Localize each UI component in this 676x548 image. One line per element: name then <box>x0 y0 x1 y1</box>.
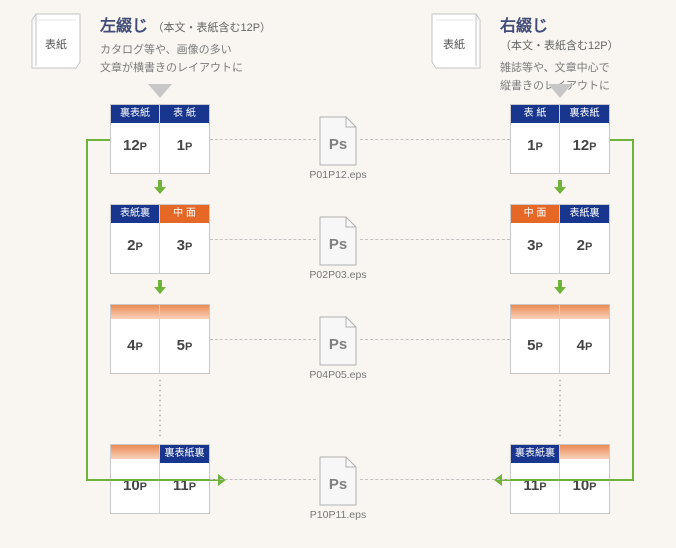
page-half: 裏表紙 12P <box>560 105 609 173</box>
page-half: 4P <box>111 305 160 373</box>
file-label: P01P12.eps <box>288 169 388 181</box>
left-title: 左綴じ <box>100 18 148 35</box>
connector-dash <box>360 139 510 140</box>
page-half: 5P <box>511 305 560 373</box>
svg-text:Ps: Ps <box>329 476 347 493</box>
right-desc: 雑誌等や、文章中心で 縦書きのレイアウトに <box>500 60 670 95</box>
spread: 裏表紙 12P表 紙 1P <box>110 104 210 174</box>
arrow-down-icon <box>154 180 166 194</box>
page-tag: 裏表紙 <box>111 105 159 123</box>
page-number: 12P <box>560 137 609 154</box>
arrow-tip-icon <box>494 474 502 486</box>
page-tag: 中 面 <box>511 205 559 223</box>
feedback-line <box>86 139 110 141</box>
feedback-line <box>86 139 88 479</box>
page-tag: 裏表紙裏 <box>511 445 559 463</box>
left-desc: カタログ等や、画像の多い 文章が横書きのレイアウトに <box>100 42 290 77</box>
right-header: 右綴じ （本文・表紙含む12P） 雑誌等や、文章中心で 縦書きのレイアウトに <box>500 12 670 95</box>
arrow-down-icon <box>154 280 166 294</box>
page-tag: 表紙裏 <box>111 205 159 223</box>
page-half: 5P <box>160 305 209 373</box>
page-gradient <box>111 445 159 459</box>
connector-dash <box>210 339 316 340</box>
page-number: 2P <box>111 237 159 254</box>
page-number: 2P <box>560 237 609 254</box>
right-subtitle: （本文・表紙含む12P） <box>500 40 619 52</box>
page-number: 5P <box>511 337 559 354</box>
feedback-line <box>498 479 634 481</box>
arrow-down-icon <box>554 180 566 194</box>
svg-text:Ps: Ps <box>329 336 347 353</box>
page-number: 5P <box>160 337 209 354</box>
right-arrow-down-icon <box>548 84 572 98</box>
spread: 5P4P <box>510 304 610 374</box>
spread: 表 紙 1P裏表紙 12P <box>510 104 610 174</box>
page-tag: 裏表紙 <box>560 105 609 123</box>
feedback-line <box>86 479 224 481</box>
connector-dash <box>360 239 510 240</box>
vertical-dots-icon <box>159 378 161 438</box>
left-subtitle: （本文・表紙含む12P） <box>152 22 271 34</box>
page-number: 12P <box>111 137 159 154</box>
page-gradient <box>511 305 559 319</box>
diagram-canvas: 表紙 左綴じ （本文・表紙含む12P） カタログ等や、画像の多い 文章が横書きの… <box>0 0 676 548</box>
left-header: 左綴じ （本文・表紙含む12P） カタログ等や、画像の多い 文章が横書きのレイア… <box>100 12 290 77</box>
connector-dash <box>210 479 316 480</box>
page-number: 3P <box>160 237 209 254</box>
right-cover-icon: 表紙 <box>426 12 486 72</box>
connector-dash <box>210 239 316 240</box>
file-icon: Ps <box>316 455 360 507</box>
page-half: 4P <box>560 305 609 373</box>
left-cover-icon: 表紙 <box>26 12 86 72</box>
page-number: 1P <box>160 137 209 154</box>
page-tag: 表 紙 <box>511 105 559 123</box>
svg-text:Ps: Ps <box>329 236 347 253</box>
page-number: 4P <box>560 337 609 354</box>
page-tag: 表紙裏 <box>560 205 609 223</box>
arrow-down-icon <box>554 280 566 294</box>
vertical-dots-icon <box>559 378 561 438</box>
file-icon: Ps <box>316 115 360 167</box>
feedback-line <box>632 139 634 479</box>
svg-text:表紙: 表紙 <box>45 37 67 51</box>
page-half: 表 紙 1P <box>160 105 209 173</box>
page-gradient <box>160 305 209 319</box>
page-gradient <box>560 445 609 459</box>
svg-text:Ps: Ps <box>329 136 347 153</box>
page-half: 表紙裏 2P <box>560 205 609 273</box>
feedback-line <box>610 139 634 141</box>
file-icon: Ps <box>316 215 360 267</box>
page-tag: 裏表紙裏 <box>160 445 209 463</box>
page-half: 中 面 3P <box>160 205 209 273</box>
page-tag: 表 紙 <box>160 105 209 123</box>
page-gradient <box>560 305 609 319</box>
page-half: 裏表紙 12P <box>111 105 160 173</box>
file-label: P10P11.eps <box>288 509 388 521</box>
connector-dash <box>360 339 510 340</box>
page-half: 中 面 3P <box>511 205 560 273</box>
page-half: 表紙裏 2P <box>111 205 160 273</box>
page-half: 表 紙 1P <box>511 105 560 173</box>
page-tag: 中 面 <box>160 205 209 223</box>
file-label: P04P05.eps <box>288 369 388 381</box>
arrow-tip-icon <box>218 474 226 486</box>
file-icon: Ps <box>316 315 360 367</box>
svg-text:表紙: 表紙 <box>443 37 465 51</box>
spread: 中 面 3P表紙裏 2P <box>510 204 610 274</box>
file-label: P02P03.eps <box>288 269 388 281</box>
spread: 4P5P <box>110 304 210 374</box>
page-number: 1P <box>511 137 559 154</box>
page-gradient <box>111 305 159 319</box>
left-arrow-down-icon <box>148 84 172 98</box>
right-title: 右綴じ <box>500 18 548 35</box>
connector-dash <box>360 479 510 480</box>
spread: 表紙裏 2P中 面 3P <box>110 204 210 274</box>
page-number: 4P <box>111 337 159 354</box>
page-number: 3P <box>511 237 559 254</box>
connector-dash <box>210 139 316 140</box>
